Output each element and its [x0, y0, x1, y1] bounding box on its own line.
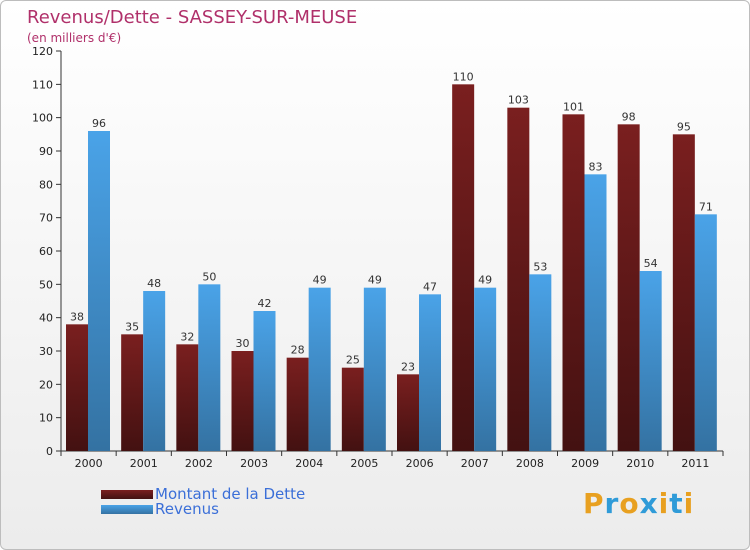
x-tick-label: 2007	[461, 457, 489, 470]
legend: Montant de la Dette Revenus	[101, 487, 305, 517]
logo-letter: i	[683, 487, 695, 520]
x-tick-label: 2010	[626, 457, 654, 470]
legend-label-revenus: Revenus	[155, 500, 219, 518]
legend-item-dette: Montant de la Dette	[101, 487, 305, 502]
bar-dette	[341, 367, 364, 451]
bar-dette	[121, 334, 144, 451]
data-label: 54	[644, 257, 658, 270]
bar-revenus	[639, 271, 662, 451]
proxiti-logo: Proxiti	[583, 487, 694, 520]
y-tick-label: 70	[39, 212, 53, 225]
data-label: 96	[92, 117, 106, 130]
data-label: 47	[423, 280, 437, 293]
data-label: 71	[699, 200, 713, 213]
data-label: 28	[291, 344, 305, 357]
data-label: 49	[313, 274, 327, 287]
x-tick-label: 2004	[295, 457, 323, 470]
data-label: 49	[368, 274, 382, 287]
y-tick-label: 120	[32, 45, 53, 58]
y-tick-label: 80	[39, 178, 53, 191]
legend-swatch-revenus	[101, 505, 153, 514]
bar-dette	[562, 114, 585, 451]
bar-revenus	[198, 284, 221, 451]
bar-dette	[672, 134, 695, 452]
data-label: 98	[622, 110, 636, 123]
y-tick-label: 30	[39, 345, 53, 358]
data-label: 23	[401, 360, 415, 373]
data-label: 103	[508, 94, 529, 107]
data-label: 25	[346, 354, 360, 367]
bar-revenus	[363, 287, 386, 451]
legend-label-dette: Montant de la Dette	[155, 485, 306, 503]
logo-letter: P	[583, 487, 605, 520]
y-tick-label: 60	[39, 245, 53, 258]
x-tick-label: 2011	[681, 457, 709, 470]
x-tick-label: 2001	[130, 457, 158, 470]
y-tick-label: 40	[39, 312, 53, 325]
bar-dette	[397, 374, 419, 451]
bar-dette	[617, 124, 640, 451]
x-tick-label: 2009	[571, 457, 599, 470]
y-tick-label: 10	[39, 412, 53, 425]
y-tick-label: 20	[39, 378, 53, 391]
y-tick-label: 110	[32, 78, 53, 91]
logo-letter: t	[669, 487, 684, 520]
bar-revenus	[308, 287, 331, 451]
logo-letter: x	[639, 487, 659, 520]
data-label: 49	[478, 274, 492, 287]
data-label: 30	[236, 337, 250, 350]
chart-title: Revenus/Dette - SASSEY-SUR-MEUSE	[27, 7, 358, 28]
bar-revenus	[474, 287, 497, 451]
bar-revenus	[419, 294, 441, 451]
x-tick-label: 2003	[240, 457, 268, 470]
data-label: 48	[147, 277, 161, 290]
logo-letter: r	[604, 487, 620, 520]
bar-revenus	[529, 274, 552, 451]
legend-item-revenus: Revenus	[101, 502, 305, 517]
bar-dette	[286, 357, 309, 451]
data-label: 42	[258, 297, 272, 310]
y-tick-label: 50	[39, 278, 53, 291]
x-tick-label: 2006	[406, 457, 434, 470]
bar-revenus	[143, 291, 166, 451]
bar-dette	[66, 324, 88, 451]
bar-dette	[452, 84, 475, 451]
bar-revenus	[253, 311, 276, 451]
y-tick-label: 0	[46, 445, 53, 458]
bar-dette	[231, 351, 254, 451]
data-label: 53	[533, 260, 547, 273]
data-label: 50	[202, 270, 216, 283]
x-tick-label: 2000	[75, 457, 103, 470]
bar-dette	[176, 344, 199, 451]
bar-revenus	[584, 174, 607, 452]
x-tick-label: 2008	[516, 457, 544, 470]
logo-letter: o	[619, 487, 640, 520]
data-label: 32	[180, 330, 194, 343]
data-label: 110	[453, 70, 474, 83]
legend-swatch-dette	[101, 490, 153, 499]
bar-revenus	[694, 214, 717, 451]
bar-dette	[507, 107, 530, 452]
data-label: 35	[125, 320, 139, 333]
data-label: 95	[677, 120, 691, 133]
data-label: 83	[589, 160, 603, 173]
data-label: 38	[70, 310, 84, 323]
chart-subtitle: (en milliers d'€)	[27, 31, 122, 45]
data-label: 101	[563, 100, 584, 113]
bar-revenus	[88, 131, 110, 451]
x-tick-label: 2002	[185, 457, 213, 470]
y-tick-label: 100	[32, 112, 53, 125]
logo-letter: i	[658, 487, 670, 520]
y-tick-label: 90	[39, 145, 53, 158]
x-tick-label: 2005	[350, 457, 378, 470]
